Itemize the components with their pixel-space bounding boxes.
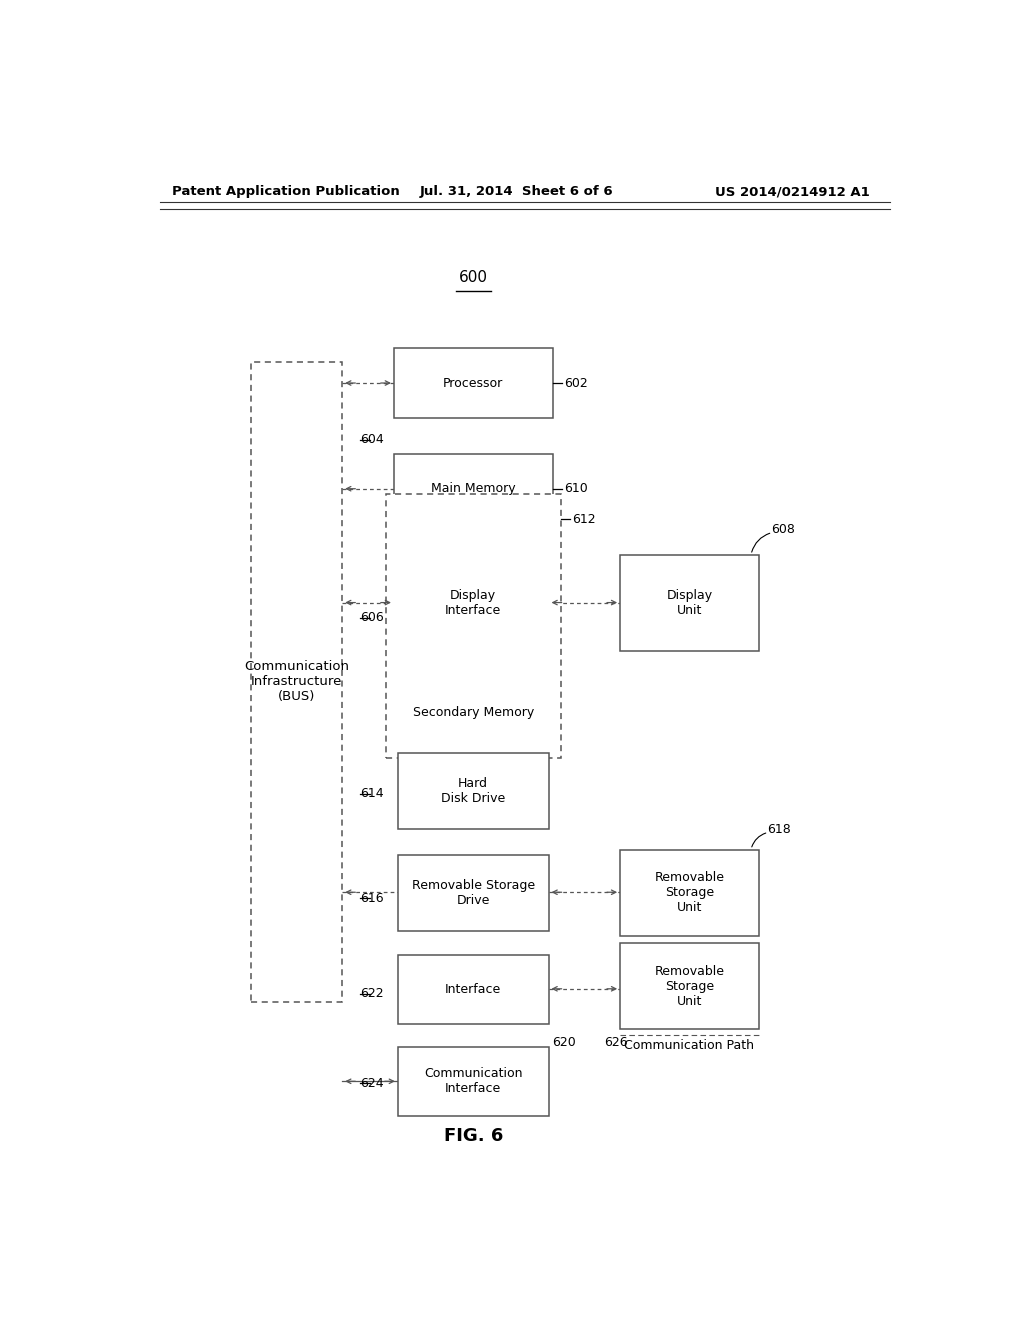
Text: US 2014/0214912 A1: US 2014/0214912 A1 bbox=[715, 185, 870, 198]
Text: 620: 620 bbox=[553, 1036, 577, 1049]
Text: 612: 612 bbox=[572, 512, 596, 525]
Text: 604: 604 bbox=[360, 433, 384, 446]
Bar bbox=[620, 850, 759, 936]
Bar bbox=[386, 494, 560, 758]
Text: 610: 610 bbox=[564, 482, 588, 495]
Bar bbox=[397, 752, 549, 829]
Text: 608: 608 bbox=[771, 523, 795, 536]
Text: Communication Path: Communication Path bbox=[624, 1039, 754, 1052]
Bar bbox=[397, 854, 549, 931]
Text: Hard
Disk Drive: Hard Disk Drive bbox=[441, 777, 505, 805]
Bar bbox=[620, 942, 759, 1030]
Text: Removable Storage
Drive: Removable Storage Drive bbox=[412, 879, 535, 907]
Text: Patent Application Publication: Patent Application Publication bbox=[172, 185, 399, 198]
Text: 622: 622 bbox=[360, 987, 384, 1001]
Text: Removable
Storage
Unit: Removable Storage Unit bbox=[654, 871, 724, 915]
Text: FIG. 6: FIG. 6 bbox=[443, 1127, 503, 1146]
Bar bbox=[394, 348, 553, 417]
Bar bbox=[251, 362, 342, 1002]
Text: 618: 618 bbox=[767, 822, 791, 836]
Text: 616: 616 bbox=[360, 892, 384, 904]
Text: Display
Interface: Display Interface bbox=[445, 589, 502, 616]
Text: Communication
Interface: Communication Interface bbox=[424, 1068, 522, 1096]
Text: 600: 600 bbox=[459, 271, 487, 285]
Text: 606: 606 bbox=[360, 611, 384, 624]
Text: 626: 626 bbox=[604, 1036, 628, 1049]
Bar bbox=[397, 956, 549, 1024]
Text: Main Memory: Main Memory bbox=[431, 482, 515, 495]
Text: Jul. 31, 2014  Sheet 6 of 6: Jul. 31, 2014 Sheet 6 of 6 bbox=[420, 185, 613, 198]
Text: Display
Unit: Display Unit bbox=[667, 589, 713, 616]
Bar bbox=[620, 554, 759, 651]
Text: 602: 602 bbox=[564, 376, 588, 389]
Text: Interface: Interface bbox=[445, 983, 502, 997]
Text: Secondary Memory: Secondary Memory bbox=[413, 706, 534, 719]
Bar bbox=[394, 560, 553, 647]
Text: 624: 624 bbox=[360, 1077, 384, 1090]
Bar bbox=[394, 454, 553, 523]
Bar bbox=[397, 1047, 549, 1115]
Text: Removable
Storage
Unit: Removable Storage Unit bbox=[654, 965, 724, 1007]
Text: Communication
Infrastructure
(BUS): Communication Infrastructure (BUS) bbox=[244, 660, 349, 704]
Text: Processor: Processor bbox=[443, 376, 504, 389]
Text: 614: 614 bbox=[360, 787, 384, 800]
